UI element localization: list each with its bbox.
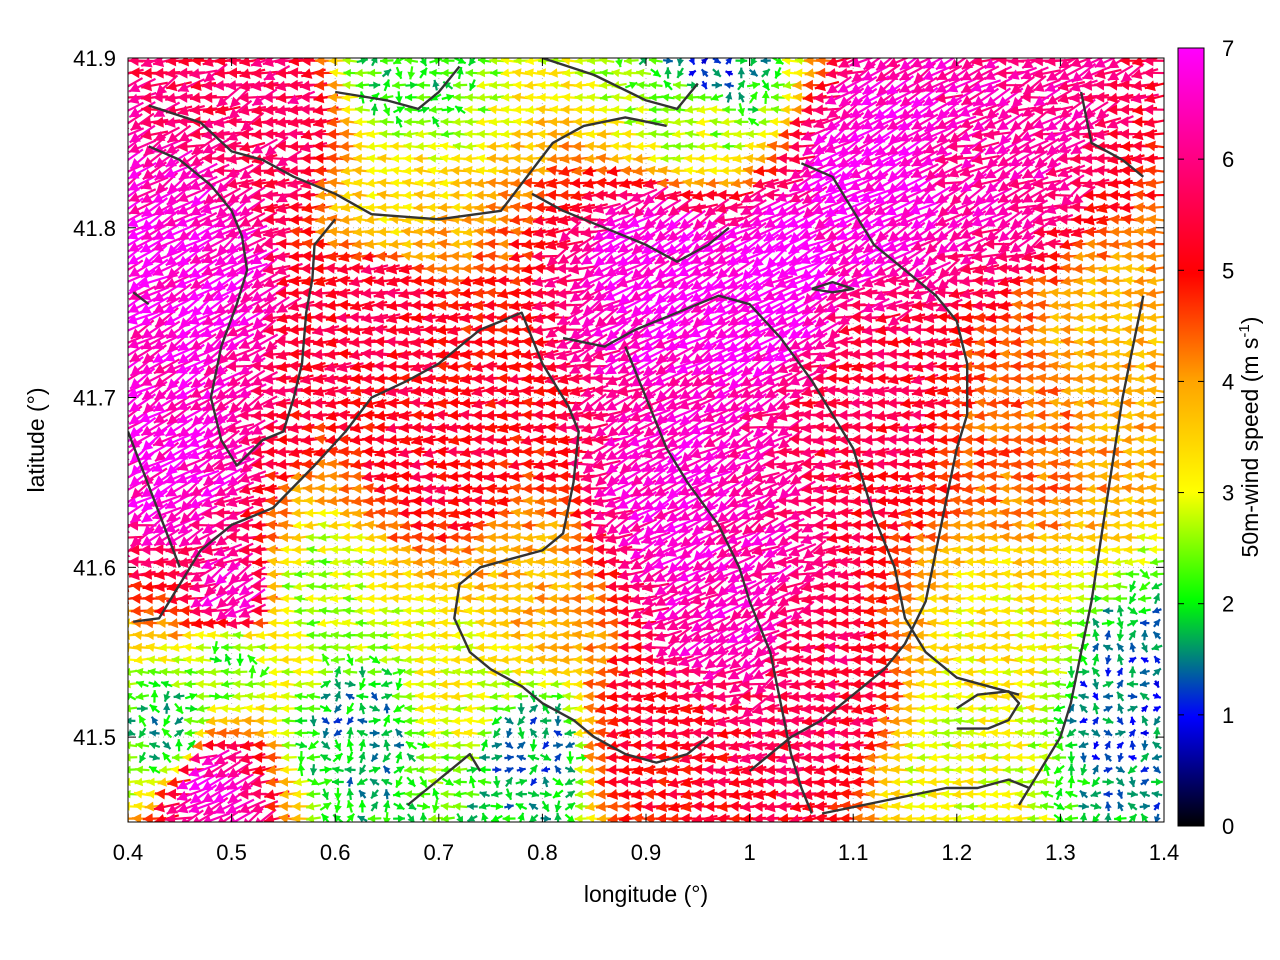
plot-area [116, 51, 1171, 828]
